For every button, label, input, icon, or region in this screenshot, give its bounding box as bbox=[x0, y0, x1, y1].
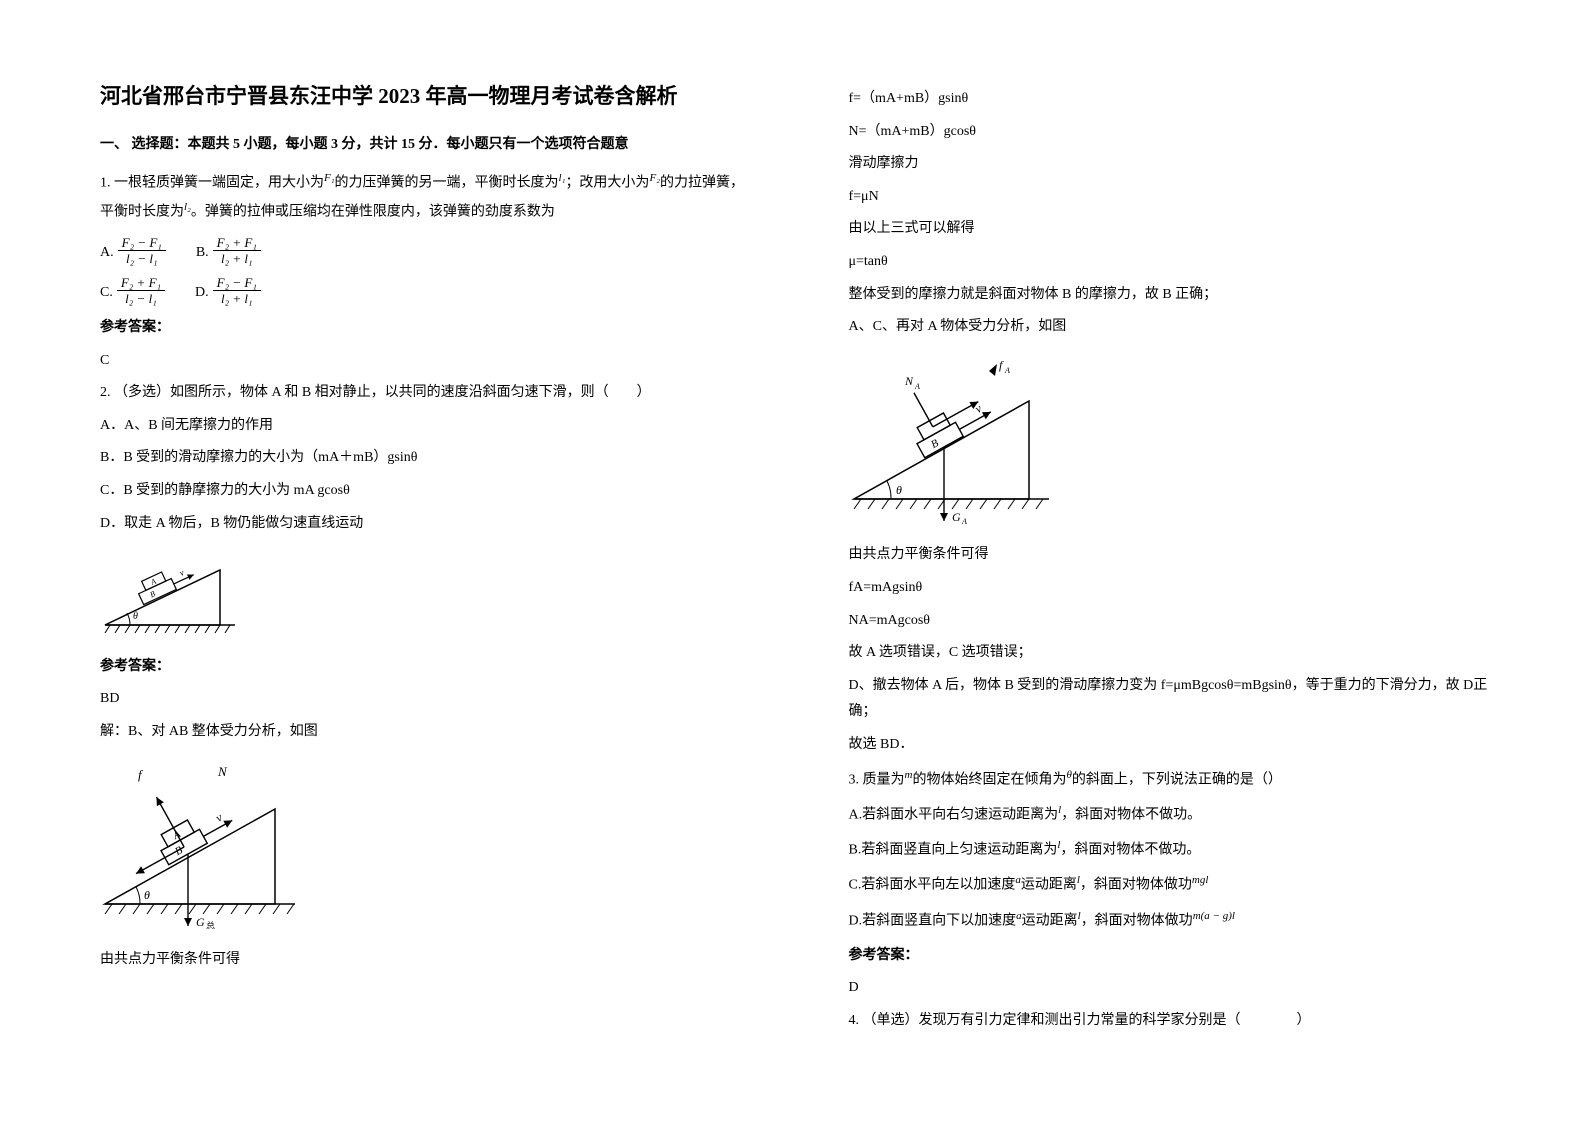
q1-l2: l₂ bbox=[184, 201, 191, 213]
lbl-f: f bbox=[138, 767, 144, 782]
c2-l4: f=μN bbox=[849, 184, 1498, 211]
q3-D: D.若斜面竖直向下以加速度a运动距离l，斜面对物体做功m(a − g)l bbox=[849, 906, 1498, 935]
c2-l12: 故 A 选项错误，C 选项错误； bbox=[849, 640, 1498, 667]
svg-text:f: f bbox=[999, 358, 1004, 372]
q3D-a: D.若斜面竖直向下以加速度 bbox=[849, 913, 1017, 928]
page-title: 河北省邢台市宁晋县东汪中学 2023 年高一物理月考试卷含解析 bbox=[100, 80, 749, 114]
c2-l6: μ=tanθ bbox=[849, 249, 1498, 276]
q3D-c: ，斜面对物体做功 bbox=[1081, 913, 1193, 928]
svg-text:总: 总 bbox=[206, 920, 215, 929]
c2-l7: 整体受到的摩擦力就是斜面对物体 B 的摩擦力，故 B 正确； bbox=[849, 282, 1498, 309]
q2-small-diagram: A B v θ bbox=[100, 545, 749, 646]
q1-a: 1. 一根轻质弹簧一端固定，用大小为 bbox=[100, 176, 324, 191]
q3-C: C.若斜面水平向左以加速度a运动距离l，斜面对物体做功mgl bbox=[849, 870, 1498, 899]
c2-l3: 滑动摩擦力 bbox=[849, 151, 1498, 178]
svg-text:v: v bbox=[213, 809, 225, 824]
q1-F2: F₂ bbox=[649, 172, 660, 184]
svg-text:B: B bbox=[928, 437, 940, 451]
q1-opt-D: D. F₂ − F₁l₂ + l₁ bbox=[195, 275, 263, 307]
q1-opt-A: A. F₂ − F₁l₂ − l₁ bbox=[100, 235, 168, 267]
q1-opt-C: C. F₂ + F₁l₂ − l₁ bbox=[100, 275, 167, 307]
col2-big-diagram: B v N A f A G A θ bbox=[849, 349, 1498, 535]
optC-label: C. bbox=[100, 280, 113, 307]
c2-l8: A、C、再对 A 物体受力分析，如图 bbox=[849, 314, 1498, 341]
q3C-expr: mgl bbox=[1192, 874, 1209, 886]
q3A-b: ，斜面对物体不做功。 bbox=[1061, 807, 1201, 822]
q3-c: 的斜面上，下列说法正确的是（） bbox=[1072, 772, 1282, 787]
svg-text:A: A bbox=[914, 382, 920, 391]
c2-l13: D、撤去物体 A 后，物体 B 受到的滑动摩擦力变为 f=μmBgcosθ=mB… bbox=[849, 673, 1498, 726]
q3B-b: ，斜面对物体不做功。 bbox=[1060, 843, 1200, 858]
svg-text:G: G bbox=[196, 915, 205, 929]
optB-den: l₂ + l₁ bbox=[213, 251, 261, 267]
q3A-a: A.若斜面水平向右匀速运动距离为 bbox=[849, 807, 1059, 822]
q3-answer: D bbox=[849, 975, 1498, 1002]
answer-label-2: 参考答案： bbox=[100, 654, 749, 681]
c2-l5: 由以上三式可以解得 bbox=[849, 216, 1498, 243]
q1-opts-row2: C. F₂ + F₁l₂ − l₁ D. F₂ − F₁l₂ + l₁ bbox=[100, 275, 749, 307]
q2-D: D．取走 A 物后，B 物仍能做匀速直线运动 bbox=[100, 511, 749, 538]
c2-l14: 故选 BD． bbox=[849, 732, 1498, 759]
q3-stem: 3. 质量为m的物体始终固定在倾角为θ的斜面上，下列说法正确的是（） bbox=[849, 765, 1498, 794]
optA-den: l₂ − l₁ bbox=[118, 251, 166, 267]
q3-A: A.若斜面水平向右匀速运动距离为l，斜面对物体不做功。 bbox=[849, 800, 1498, 829]
q2-stem: 2. （多选）如图所示，物体 A 和 B 相对静止，以共同的速度沿斜面匀速下滑，… bbox=[100, 380, 749, 407]
left-column: 河北省邢台市宁晋县东汪中学 2023 年高一物理月考试卷含解析 一、 选择题：本… bbox=[100, 80, 749, 1041]
q3C-a: C.若斜面水平向左以加速度 bbox=[849, 878, 1016, 893]
q2-B: B．B 受到的滑动摩擦力的大小为（mA＋mB）gsinθ bbox=[100, 445, 749, 472]
q3-a: 3. 质量为 bbox=[849, 772, 905, 787]
q2-sol-intro: 解：B、对 AB 整体受力分析，如图 bbox=[100, 719, 749, 746]
c2-l10: fA=mAgsinθ bbox=[849, 575, 1498, 602]
c2-l1: f=（mA+mB）gsinθ bbox=[849, 86, 1498, 113]
optA-label: A. bbox=[100, 240, 114, 267]
q3D-b: 运动距离 bbox=[1022, 913, 1078, 928]
q2-sol-end: 由共点力平衡条件可得 bbox=[100, 947, 749, 974]
q2-answer: BD bbox=[100, 686, 749, 713]
q1-stem: 1. 一根轻质弹簧一端固定，用大小为F₁的力压弹簧的另一端，平衡时长度为l₁；改… bbox=[100, 168, 749, 227]
optA-num: F₂ − F₁ bbox=[118, 235, 166, 252]
answer-label-3: 参考答案： bbox=[849, 943, 1498, 970]
svg-text:N: N bbox=[904, 374, 914, 388]
q3-B: B.若斜面竖直向上匀速运动距离为l，斜面对物体不做功。 bbox=[849, 835, 1498, 864]
c2-l11: NA=mAgcosθ bbox=[849, 608, 1498, 635]
optD-num: F₂ − F₁ bbox=[213, 275, 261, 292]
q3B-a: B.若斜面竖直向上匀速运动距离为 bbox=[849, 843, 1058, 858]
svg-text:v: v bbox=[972, 401, 984, 416]
q3-b: 的物体始终固定在倾角为 bbox=[912, 772, 1066, 787]
q2-C: C．B 受到的静摩擦力的大小为 mA gcosθ bbox=[100, 478, 749, 505]
lbl-B: B bbox=[149, 589, 157, 599]
lbl-theta: θ bbox=[133, 611, 138, 622]
section-1-header: 一、 选择题：本题共 5 小题，每小题 3 分，共计 15 分．每小题只有一个选… bbox=[100, 132, 749, 159]
q1-answer: C bbox=[100, 348, 749, 375]
svg-text:θ: θ bbox=[144, 888, 150, 902]
q2-A: A．A、B 间无摩擦力的作用 bbox=[100, 413, 749, 440]
svg-text:G: G bbox=[952, 510, 961, 524]
optD-den: l₂ + l₁ bbox=[213, 291, 261, 307]
q1-b: 的力压弹簧的另一端，平衡时长度为 bbox=[335, 176, 559, 191]
svg-text:A: A bbox=[1004, 366, 1010, 375]
optB-num: F₂ + F₁ bbox=[213, 235, 261, 252]
q1-opt-B: B. F₂ + F₁l₂ + l₁ bbox=[196, 235, 263, 267]
q3C-c: ，斜面对物体做功 bbox=[1080, 878, 1192, 893]
c2-l2: N=（mA+mB）gcosθ bbox=[849, 119, 1498, 146]
answer-label-1: 参考答案： bbox=[100, 315, 749, 342]
q1-e: 。弹簧的拉伸或压缩均在弹性限度内，该弹簧的劲度系数为 bbox=[191, 205, 555, 220]
right-column: f=（mA+mB）gsinθ N=（mA+mB）gcosθ 滑动摩擦力 f=μN… bbox=[849, 80, 1498, 1041]
q3C-b: 运动距离 bbox=[1021, 878, 1077, 893]
q4-stem: 4. （单选）发现万有引力定律和测出引力常量的科学家分别是（ ） bbox=[849, 1008, 1498, 1035]
svg-text:A: A bbox=[961, 517, 967, 524]
q1-opts-row1: A. F₂ − F₁l₂ − l₁ B. F₂ + F₁l₂ + l₁ bbox=[100, 235, 749, 267]
optC-den: l₂ − l₁ bbox=[117, 291, 165, 307]
lbl-v: v bbox=[178, 567, 186, 578]
c2-l9: 由共点力平衡条件可得 bbox=[849, 542, 1498, 569]
lbl-N: N bbox=[217, 764, 228, 779]
q1-F1: F₁ bbox=[324, 172, 335, 184]
svg-text:θ: θ bbox=[896, 483, 902, 497]
optC-num: F₂ + F₁ bbox=[117, 275, 165, 292]
optD-label: D. bbox=[195, 280, 209, 307]
q3D-expr: m(a − g)l bbox=[1193, 910, 1235, 922]
q1-c: ；改用大小为 bbox=[565, 176, 649, 191]
optB-label: B. bbox=[196, 240, 209, 267]
q2-big-diagram: A B v f N G 总 θ bbox=[100, 754, 749, 940]
